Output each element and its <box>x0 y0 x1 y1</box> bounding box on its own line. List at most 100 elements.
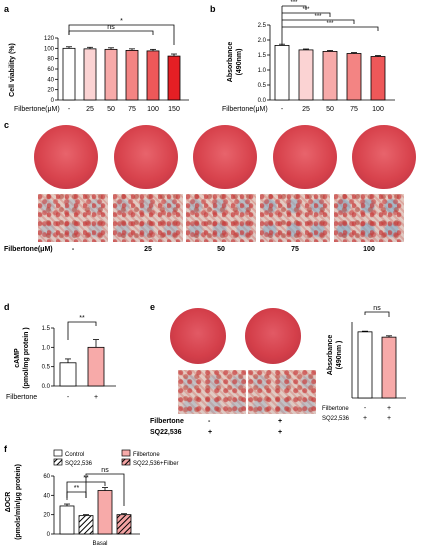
x-tick-label: + <box>94 394 98 401</box>
panel-label-c: c <box>4 120 10 130</box>
chart-e: Absorbance (490nm ) ns Filbertone - + SQ22,536… <box>322 305 406 422</box>
x-tick-label: 150 <box>168 106 180 113</box>
bar <box>381 336 397 399</box>
y-tick-label: 2.0 <box>258 38 267 44</box>
bar <box>87 346 105 387</box>
legend-swatch <box>121 458 131 466</box>
x-axis-title: Filbertone(μM) <box>222 106 268 113</box>
y-tick-label: 100 <box>44 46 55 52</box>
bar <box>370 56 386 101</box>
y-tick-label: 20 <box>43 513 50 519</box>
y-tick-label: 20 <box>47 88 54 94</box>
y-tick-label: 0.5 <box>42 365 51 371</box>
y-tick-label: 1.5 <box>258 53 267 59</box>
x-axis-title: Filbertone(μM) <box>14 106 60 113</box>
panel-label-b: b <box>210 4 216 14</box>
chart-d: 0.0 0.5 1.0 1.5 cAMP (pmol/mg protein ) Filber… <box>6 315 116 401</box>
bar <box>346 53 362 101</box>
annotation-1-label: *** <box>290 0 298 6</box>
concentration-label: 25 <box>144 246 152 253</box>
annotation-2-label: *** <box>302 7 310 13</box>
annotation-ns-label: ns <box>107 24 115 31</box>
y-axis-title: Absorbance <box>227 42 234 83</box>
dish-image <box>170 308 226 364</box>
row-label: Filbertone <box>150 418 184 425</box>
x-tick-label: - <box>67 394 70 401</box>
chart-b: 0.0 0.5 1.0 1.5 2.0 2.5 Absorbance (490nm) Filbe… <box>222 0 395 113</box>
dish-image <box>34 125 98 189</box>
bar <box>357 331 373 399</box>
y-axis-title: ΔOCR <box>5 492 12 513</box>
dish-image <box>114 125 178 189</box>
row-label: SQ22,536 <box>150 429 182 436</box>
y-axis-title: Cell viability (%) <box>9 43 16 97</box>
x-tick-label: 25 <box>302 106 310 113</box>
annotation-ns-bracket <box>364 311 390 317</box>
dish-image <box>352 125 416 189</box>
annotation-3-bracket <box>85 473 125 506</box>
annotation-star-bracket <box>68 24 175 45</box>
y-tick-label: 120 <box>44 36 55 42</box>
x-tick-label: 75 <box>128 106 136 113</box>
treatment-sign: + <box>387 415 391 422</box>
treatment-sign: + <box>278 418 283 425</box>
legend-swatch <box>53 449 63 457</box>
concentration-label: 75 <box>291 246 299 253</box>
concentration-label: 50 <box>217 246 225 253</box>
x-axis-title: Basal <box>92 541 107 547</box>
x-tick-label: - <box>281 106 284 113</box>
chart-a: 0 20 40 60 80 100 120 Cell viability (%) Filbert… <box>9 18 189 113</box>
concentration-label: - <box>71 246 75 253</box>
panel-label-a: a <box>4 4 10 14</box>
bar <box>104 48 118 101</box>
y-tick-label: 0.0 <box>42 384 51 390</box>
y-axis-title-unit: (pmols/min/μg protein) <box>15 464 22 540</box>
dish-image <box>245 308 301 364</box>
legend-swatch <box>121 449 131 457</box>
panel-c: - 25 50 75 100 Filbertone(μM) <box>0 118 434 303</box>
chart-f: Control Filbertone SQ22,536 SQ22,536+Filber… <box>5 449 179 547</box>
x-axis-title: Filbertone <box>6 394 37 401</box>
micrograph-image <box>260 194 330 242</box>
bar <box>78 515 94 535</box>
panel-e-images: Filbertone - + SQ22,536 + + <box>150 300 325 440</box>
y-tick-label: 0 <box>51 98 55 104</box>
y-tick-label: 0 <box>47 532 51 538</box>
y-tick-label: 1.5 <box>42 326 51 332</box>
row-label: SQ22,536 <box>322 416 350 422</box>
annotation-1-bracket <box>282 5 307 10</box>
panel-label-d: d <box>4 302 10 312</box>
y-tick-label: 1.0 <box>258 68 267 74</box>
y-tick-label: 1.0 <box>42 345 51 351</box>
annotation-ns-bracket <box>68 30 154 35</box>
y-axis-title-unit: (490nm) <box>236 49 243 76</box>
annotation-1-label: ** <box>74 485 80 492</box>
annotation-3-label: *** <box>314 14 322 20</box>
bar <box>274 45 290 101</box>
treatment-sign: + <box>387 405 391 412</box>
x-tick-label: 100 <box>372 106 384 113</box>
bar <box>59 505 75 535</box>
treatment-sign: + <box>278 429 283 436</box>
y-tick-label: 0.0 <box>258 98 267 104</box>
bar <box>97 490 113 535</box>
panel-label-e: e <box>150 302 156 312</box>
row-label: Filbertone <box>322 406 349 412</box>
y-tick-label: 0.5 <box>258 83 267 89</box>
x-tick-label: 50 <box>326 106 334 113</box>
micrograph-image <box>248 370 316 414</box>
treatment-sign: - <box>208 418 211 425</box>
annotation-3-label: ns <box>101 467 109 474</box>
bar <box>62 47 76 101</box>
x-tick-label: 25 <box>86 106 94 113</box>
y-axis-title: cAMP <box>14 348 21 368</box>
bar <box>125 50 139 101</box>
treatment-sign: + <box>208 429 213 436</box>
treatment-sign: - <box>364 405 367 412</box>
row-label: Filbertone(μM) <box>4 246 53 253</box>
annotation-star-bracket <box>67 321 97 340</box>
micrograph-image <box>38 194 108 242</box>
legend-swatch <box>53 458 63 466</box>
annotation-star-label: * <box>120 18 123 25</box>
x-tick-label: 75 <box>350 106 358 113</box>
